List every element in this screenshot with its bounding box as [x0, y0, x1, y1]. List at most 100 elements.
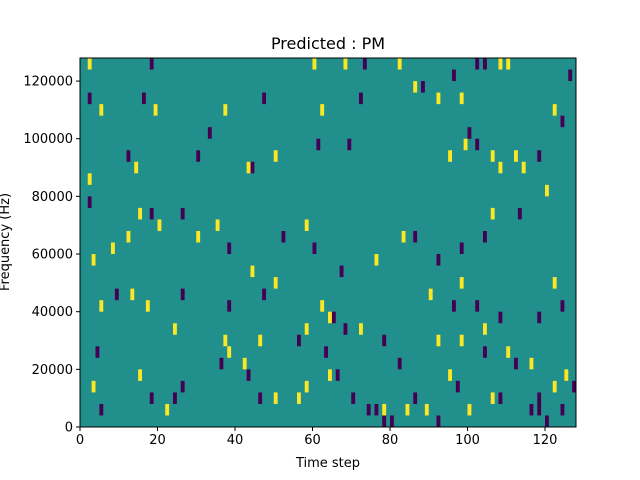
heatmap-cell-low [196, 150, 201, 162]
heatmap-cell-high [413, 81, 418, 93]
heatmap-cell-low [173, 392, 177, 404]
heatmap-cell-high [428, 288, 433, 301]
heatmap-cell-low [262, 288, 267, 301]
heatmap-cell-high [273, 392, 278, 404]
heatmap-cell-low [475, 58, 480, 70]
heatmap-cell-high [564, 369, 569, 381]
heatmap-cell-high [145, 300, 150, 312]
heatmap-cell-high [320, 104, 325, 116]
heatmap-cell-low [467, 127, 472, 139]
heatmap-cell-low [498, 311, 503, 324]
heatmap-cell-low [316, 138, 321, 151]
heatmap-cell-low [475, 138, 480, 151]
heatmap-cell-high [138, 369, 143, 381]
heatmap-cell-high [246, 161, 251, 174]
heatmap-cell-high [157, 219, 162, 231]
heatmap-cell-high [459, 277, 464, 289]
heatmap-cell-high [514, 150, 518, 162]
heatmap-cell-low [351, 392, 356, 404]
heatmap-cell-high [448, 150, 453, 162]
heatmap-cell-high [328, 311, 332, 324]
heatmap-cell-low [250, 161, 255, 174]
heatmap-cell-low [455, 380, 460, 393]
heatmap-cell-high [258, 334, 263, 347]
heatmap-cell-high [436, 334, 441, 347]
y-axis-ticks: 0 20000 40000 60000 80000 100000 120000 [23, 75, 80, 436]
heatmap-cell-high [297, 392, 301, 404]
heatmap-cell-low [413, 392, 418, 404]
heatmap-cell-high [273, 277, 278, 289]
heatmap-cell-low [347, 138, 352, 151]
heatmap-cell-high [529, 357, 534, 370]
heatmap-cell-high [506, 346, 511, 358]
heatmap-cell-high [273, 150, 278, 162]
heatmap-cell-high [87, 173, 92, 185]
heatmap-cell-high [436, 92, 441, 105]
heatmap-cell-high [343, 58, 348, 70]
heatmap-cell-low [498, 392, 503, 404]
heatmap-cell-low [331, 311, 336, 324]
heatmap-cell-high [130, 288, 135, 301]
heatmap-cell-low [514, 357, 518, 370]
heatmap-cell-high [498, 58, 503, 70]
heatmap-cell-low [343, 323, 348, 335]
heatmap-cell-low [483, 58, 487, 70]
heatmap-cell-high [320, 300, 325, 312]
heatmap-cell-low [560, 300, 565, 312]
x-axis-label: Time step [295, 456, 360, 471]
heatmap-cell-high [490, 392, 495, 404]
heatmap-cell-low [390, 415, 394, 427]
heatmap-cell-low [537, 150, 542, 162]
heatmap-cell-high [490, 207, 495, 220]
heatmap-cell-high [382, 403, 387, 416]
heatmap-cell-high [87, 58, 92, 70]
heatmap-cell-low [227, 242, 232, 255]
heatmap-cell-low [262, 92, 267, 105]
heatmap-cell-high [99, 104, 104, 116]
heatmap-cell-low [560, 403, 565, 416]
heatmap-cell-low [362, 58, 367, 70]
heatmap-background-level [80, 58, 576, 427]
x-tick-label: 80 [382, 433, 399, 448]
heatmap-cell-low [227, 300, 232, 312]
heatmap-cell-low [374, 403, 379, 416]
y-axis-label: Frequency (Hz) [0, 193, 13, 291]
heatmap-cell-low [537, 403, 542, 416]
heatmap-cell-high [467, 403, 472, 416]
heatmap-cell-high [153, 104, 158, 116]
heatmap-cell-low [452, 69, 456, 82]
heatmap-cell-high [215, 219, 220, 231]
heatmap-cell-low [149, 392, 154, 404]
heatmap-cell-low [475, 300, 480, 312]
heatmap-cell-low [142, 92, 146, 105]
heatmap-cell-low [537, 392, 542, 404]
heatmap-cell-low [149, 207, 154, 220]
heatmap-cell-low [560, 115, 565, 128]
heatmap-cell-low [483, 346, 487, 358]
heatmap-cell-high [328, 369, 332, 381]
chart-title: Predicted : PM [271, 34, 385, 53]
heatmap-cell-low [529, 403, 534, 416]
x-tick-label: 40 [227, 433, 244, 448]
heatmap-cell-high [397, 58, 402, 70]
x-tick-label: 100 [455, 433, 480, 448]
heatmap-cell-low [483, 230, 487, 243]
heatmap-cell-low [87, 92, 92, 105]
heatmap-cell-high [490, 150, 495, 162]
heatmap-cell-low [149, 58, 154, 70]
heatmap-cell-high [91, 380, 96, 393]
heatmap-cell-low [382, 415, 387, 427]
heatmap-cell-low [545, 415, 549, 427]
heatmap-cell-high [126, 230, 131, 243]
y-tick-label: 40000 [32, 305, 73, 320]
heatmap-cells [80, 58, 577, 427]
heatmap-cell-low [219, 357, 224, 370]
heatmap-cell-low [281, 230, 286, 243]
heatmap-cell-high [401, 230, 406, 243]
heatmap-cell-high [405, 403, 410, 416]
heatmap-cell-high [463, 138, 468, 151]
heatmap-cell-high [304, 323, 309, 335]
heatmap-cell-low [366, 403, 371, 416]
heatmap-cell-low [126, 150, 131, 162]
